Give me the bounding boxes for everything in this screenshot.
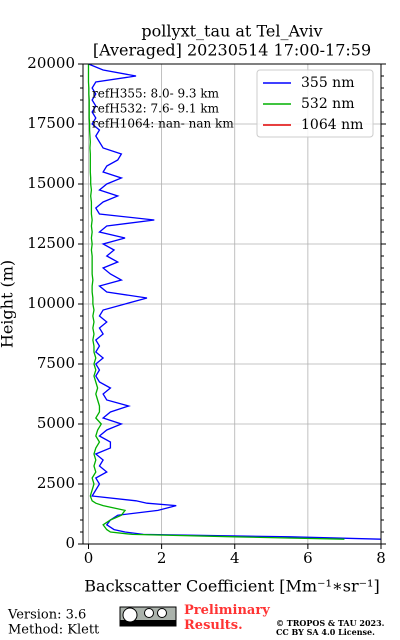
annotation: refH1064: nan- nan km (92, 117, 234, 131)
preliminary-label: Preliminary Results. (184, 603, 270, 633)
x-tick-label: 4 (230, 549, 240, 567)
license: CC BY SA 4.0 License. (276, 627, 375, 637)
legend-label: 355 nm (301, 75, 354, 91)
legend-label: 1064 nm (301, 117, 363, 133)
y-tick-label: 15000 (27, 174, 75, 192)
method: Method: Klett (8, 623, 100, 638)
copyright: © TROPOS & TAU 2023. (276, 618, 385, 628)
x-tick-label: 0 (84, 549, 94, 567)
x-axis-label: Backscatter Coefficient [Mm⁻¹∗sr⁻¹] (84, 577, 379, 596)
cc-logo (119, 606, 177, 627)
series-line (88, 64, 381, 540)
y-tick-label: 12500 (27, 234, 75, 252)
y-tick-label: 10000 (27, 294, 75, 312)
y-tick-label: 7500 (37, 354, 75, 372)
annotation: refH532: 7.6- 9.1 km (92, 102, 220, 116)
y-tick-label: 2500 (37, 474, 75, 492)
legend-label: 532 nm (301, 96, 354, 112)
y-tick-label: 20000 (27, 54, 75, 72)
version: Version: 3.6 (7, 608, 86, 623)
annotation: refH355: 8.0- 9.3 km (92, 87, 220, 101)
y-tick-label: 5000 (37, 414, 75, 432)
x-tick-label: 2 (157, 549, 167, 567)
y-axis-label: Height (m) (0, 260, 17, 348)
plot-frame (82, 63, 382, 545)
legend-box (256, 69, 374, 138)
x-tick-label: 6 (303, 549, 313, 567)
series-line (87, 64, 345, 540)
y-tick-label: 17500 (27, 114, 75, 132)
x-tick-label: 8 (376, 549, 386, 567)
chart-title: pollyxt_tau at Tel_Aviv (141, 22, 322, 41)
y-tick-label: 0 (65, 534, 75, 552)
chart-subtitle: [Averaged] 20230514 17:00-17:59 (93, 41, 371, 60)
